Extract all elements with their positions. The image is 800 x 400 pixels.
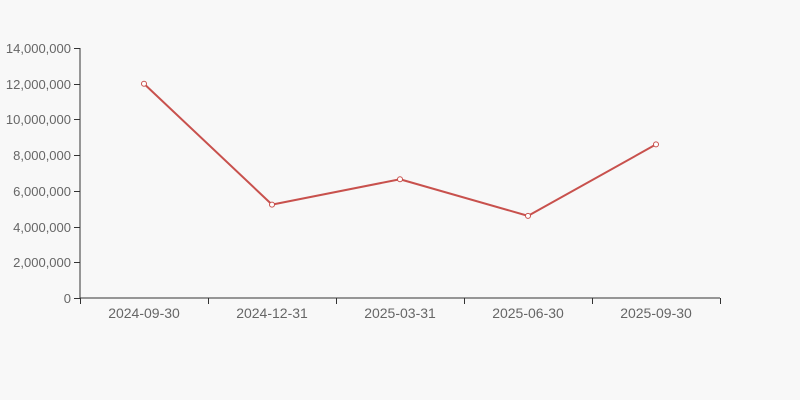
data-point-marker[interactable] — [525, 212, 531, 219]
y-axis-tick-label: 10,000,000 — [6, 112, 71, 127]
y-axis-tick-label: 8,000,000 — [13, 148, 71, 163]
data-point-marker[interactable] — [653, 141, 659, 148]
data-point-marker[interactable] — [397, 176, 403, 183]
y-axis-tick-label: 4,000,000 — [13, 220, 71, 235]
x-axis-tick-label: 2025-09-30 — [620, 305, 692, 321]
y-axis-tick-label: 0 — [64, 291, 71, 306]
data-point-marker[interactable] — [269, 201, 275, 208]
x-axis-tick-label: 2024-09-30 — [108, 305, 180, 321]
y-axis-tick-label: 12,000,000 — [6, 77, 71, 92]
x-axis-tick-label: 2025-06-30 — [492, 305, 564, 321]
y-axis-tick-label: 2,000,000 — [13, 255, 71, 270]
y-axis-tick-label: 14,000,000 — [6, 41, 71, 56]
x-axis-tick-label: 2025-03-31 — [364, 305, 436, 321]
y-axis-tick-label: 6,000,000 — [13, 184, 71, 199]
data-point-marker[interactable] — [141, 80, 147, 87]
series-line — [143, 82, 657, 217]
x-axis-tick-label: 2024-12-31 — [236, 305, 308, 321]
